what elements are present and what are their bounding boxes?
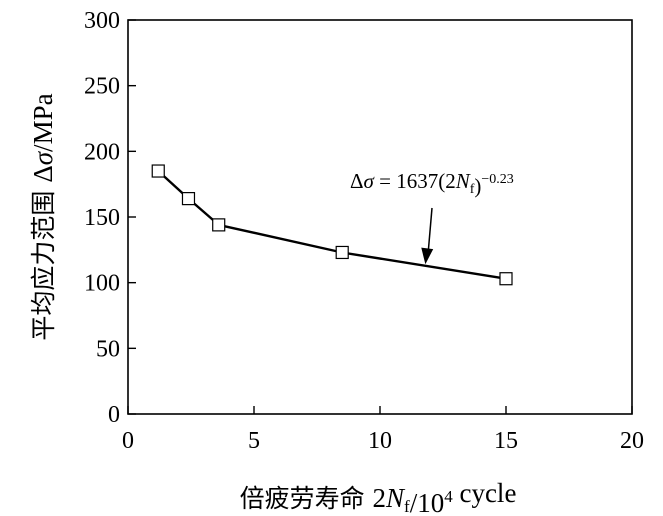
x-axis-title: 倍疲劳寿命 2Nf/104 cycle (240, 478, 517, 516)
axis-ticks (127, 19, 633, 415)
y-tick-label: 250 (84, 74, 120, 100)
fit-equation: Δσ = 1637(2Nf)−0.23 (350, 169, 514, 198)
annotation-arrow-head (421, 247, 434, 265)
y-tick-label: 200 (84, 139, 120, 165)
x-tick-label: 0 (122, 428, 134, 454)
plot-frame (127, 19, 633, 415)
y-axis-title: 平均应力范围 Δσ/MPa (28, 93, 58, 340)
y-tick-label: 0 (108, 402, 120, 428)
annotation-layer: Δσ = 1637(2Nf)−0.23 (350, 169, 514, 265)
y-tick-label: 100 (84, 271, 120, 297)
data-point (335, 245, 349, 260)
series-layer (151, 164, 513, 286)
data-point (151, 164, 165, 178)
x-tick-label: 15 (494, 428, 518, 454)
annotation-arrow-shaft (427, 207, 433, 251)
data-point (499, 272, 513, 286)
x-tick-label: 20 (620, 428, 644, 454)
x-tick-label: 10 (368, 428, 392, 454)
y-tick-label: 150 (84, 205, 120, 231)
x-tick-label: 5 (248, 428, 260, 454)
data-point (181, 192, 196, 206)
y-tick-label: 50 (96, 336, 120, 362)
data-point (212, 218, 226, 232)
y-tick-label: 300 (84, 8, 120, 34)
